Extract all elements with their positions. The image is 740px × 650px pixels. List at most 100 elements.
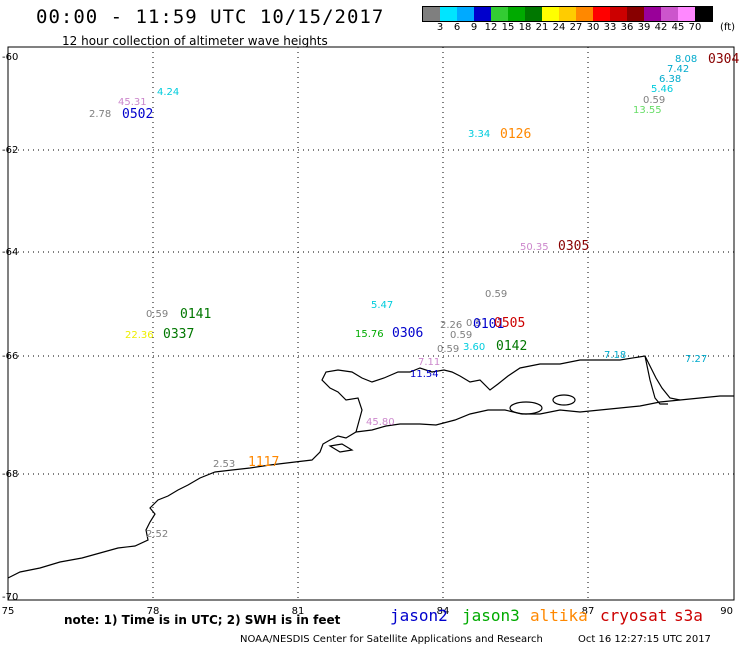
colorbar-label: 33: [603, 22, 617, 33]
colorbar-swatch: [474, 7, 491, 21]
pass-time-label: 0505: [494, 316, 525, 331]
pass-time-label: 0337: [163, 327, 194, 342]
lon-label: 84: [437, 606, 450, 617]
legend-jason3: jason3: [462, 606, 520, 625]
colorbar-label: 9: [470, 22, 478, 33]
wave-height-label: 4.24: [157, 87, 179, 98]
wave-height-label: 7.42: [667, 64, 689, 75]
pass-time-label: 0101: [473, 317, 504, 332]
wave-height-label: 2.53: [213, 459, 235, 470]
colorbar-swatch: [508, 7, 525, 21]
ice-shelf-front: [321, 355, 681, 433]
wave-height-colorbar: [422, 6, 713, 22]
lon-label: 81: [292, 606, 305, 617]
wave-height-label: 0.59: [450, 330, 472, 341]
colorbar-label: 18: [518, 22, 532, 33]
lon-label: 78: [147, 606, 160, 617]
colorbar-swatch: [644, 7, 661, 21]
lon-label: 90: [720, 606, 733, 617]
colorbar-label: 21: [535, 22, 549, 33]
pass-time-label: 0502: [122, 107, 153, 122]
colorbar-label: 3: [436, 22, 444, 33]
wave-height-label: 2.26: [440, 320, 462, 331]
colorbar-label: 24: [552, 22, 566, 33]
lat-label: -62: [2, 145, 18, 156]
wave-height-label: 11.54: [410, 369, 439, 380]
inner-coast: [644, 355, 668, 405]
colorbar-swatch: [491, 7, 508, 21]
colorbar-swatch: [576, 7, 593, 21]
colorbar-label: 45: [671, 22, 685, 33]
wave-height-label: 5.46: [651, 84, 673, 95]
map-title: 00:00 - 11:59 UTC 10/15/2017: [36, 6, 385, 28]
colorbar-label: 42: [654, 22, 668, 33]
wave-height-label: 7.11: [418, 357, 440, 368]
colorbar-swatch: [559, 7, 576, 21]
island: [552, 394, 576, 406]
pass-time-label: 0141: [180, 307, 211, 322]
colorbar-swatch: [661, 7, 678, 21]
wave-height-label: 50.35: [520, 242, 549, 253]
wave-height-label: 2.78: [89, 109, 111, 120]
colorbar-swatch: [593, 7, 610, 21]
lat-label: -70: [2, 592, 18, 603]
island: [509, 401, 543, 415]
lat-label: -66: [2, 351, 18, 362]
wave-height-label: 45.80: [366, 417, 395, 428]
wave-height-label: 7.18: [604, 350, 626, 361]
colorbar-swatch: [678, 7, 695, 21]
pass-time-label: 0306: [392, 326, 423, 341]
wave-height-label: 0.59: [146, 309, 168, 320]
observation-labels: 8.08 0304 7.426.385.46 4.24 0.59 45.31 13.55 2.…: [89, 52, 739, 540]
wave-height-label: 3.34: [468, 129, 490, 140]
colorbar-label: 36: [620, 22, 634, 33]
colorbar-swatch: [610, 7, 627, 21]
colorbar-swatch: [695, 7, 712, 21]
map-frame: [7, 46, 735, 601]
colorbar-unit: (ft): [720, 22, 736, 33]
footer-note: note: 1) Time is in UTC; 2) SWH is in fe…: [64, 613, 341, 627]
pass-time-label: 1117: [248, 455, 279, 470]
wave-height-label: 0.59: [643, 95, 665, 106]
colorbar-swatch: [423, 7, 440, 21]
wave-height-label: 6.38: [659, 74, 681, 85]
colorbar-label: 6: [453, 22, 461, 33]
wave-height-label: 0.5: [466, 318, 482, 329]
lat-label: -60: [2, 52, 18, 63]
pass-time-label: 0142: [496, 339, 527, 354]
legend-s3a: s3a: [674, 606, 703, 625]
colorbar-label: 12: [484, 22, 498, 33]
colorbar-swatch: [525, 7, 542, 21]
colorbar-label: 15: [501, 22, 515, 33]
colorbar-swatch: [457, 7, 474, 21]
wave-height-label: 5.47: [371, 300, 393, 311]
pass-time-label: 0304: [708, 52, 739, 67]
credit-text: NOAA/NESDIS Center for Satellite Applica…: [240, 634, 543, 645]
wave-height-label: 13.55: [633, 105, 662, 116]
lat-label: -68: [2, 469, 18, 480]
wave-height-label: 15.76: [355, 329, 384, 340]
colorbar-swatch: [542, 7, 559, 21]
wave-height-label: 8.08: [675, 54, 697, 65]
wave-height-label: 0.59: [437, 344, 459, 355]
colorbar-label: 39: [637, 22, 651, 33]
lon-labels: 75 78 81 84 87 90: [2, 606, 733, 617]
colorbar-label: 30: [586, 22, 600, 33]
pass-time-label: 0305: [558, 239, 589, 254]
wave-height-label: 45.31: [118, 97, 147, 108]
wave-height-label: 2.52: [146, 529, 168, 540]
legend-cryosat: cryosat: [600, 606, 668, 625]
colorbar-swatch: [440, 7, 457, 21]
generated-timestamp: Oct 16 12:27:15 UTC 2017: [578, 634, 711, 645]
pass-time-label: 0126: [500, 127, 531, 142]
antarctic-coastline: [7, 395, 734, 579]
graticule: [8, 47, 734, 600]
colorbar-swatch: [627, 7, 644, 21]
colorbar-label: 27: [569, 22, 583, 33]
lon-label: 87: [582, 606, 595, 617]
legend-jason2: jason2: [390, 606, 448, 625]
island: [328, 443, 354, 453]
lat-label: -64: [2, 247, 18, 258]
lat-labels: -60 -62 -64 -66 -68 -70: [2, 52, 18, 603]
